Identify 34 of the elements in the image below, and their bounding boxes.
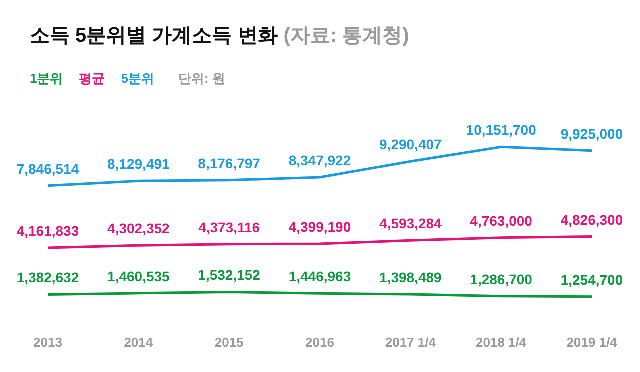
x-tick-label: 2013 bbox=[34, 335, 62, 350]
data-label: 4,302,352 bbox=[108, 220, 170, 237]
chart-title: 소득 5분위별 가계소득 변화 bbox=[30, 25, 278, 47]
data-label: 8,347,922 bbox=[288, 152, 352, 168]
data-label: 1,254,700 bbox=[560, 272, 624, 288]
x-tick-label: 2019 1/4 bbox=[566, 335, 618, 350]
data-label: 4,161,833 bbox=[16, 222, 80, 239]
data-label: 1,460,535 bbox=[108, 268, 170, 284]
data-label: 10,151,700 bbox=[466, 122, 537, 138]
data-label: 4,373,116 bbox=[198, 219, 260, 236]
x-tick-label: 2017 1/4 bbox=[385, 335, 437, 350]
x-tick-label: 2018 1/4 bbox=[476, 335, 528, 350]
text: 단위: 원 bbox=[178, 70, 226, 88]
x-tick-label: 2014 bbox=[124, 335, 154, 350]
data-label: 1,446,963 bbox=[288, 268, 352, 285]
data-label: 1,532,152 bbox=[198, 267, 261, 284]
data-label: 4,593,284 bbox=[380, 216, 442, 232]
data-label: 9,925,000 bbox=[560, 126, 624, 142]
x-tick-label: 2016 bbox=[306, 335, 334, 350]
data-label: 8,176,797 bbox=[198, 155, 261, 172]
data-label: 9,290,407 bbox=[380, 136, 442, 153]
text: 5분위 bbox=[121, 70, 154, 88]
text: 1분위 bbox=[30, 70, 64, 88]
x-tick-label: 2015 bbox=[214, 335, 244, 350]
data-label: 1,398,489 bbox=[380, 269, 442, 286]
data-label: 4,763,000 bbox=[470, 212, 533, 229]
data-label: 7,846,514 bbox=[16, 160, 80, 177]
data-label: 1,382,632 bbox=[16, 270, 80, 286]
data-label: 1,286,700 bbox=[470, 271, 533, 288]
data-label: 4,826,300 bbox=[560, 212, 624, 228]
data-label: 4,399,190 bbox=[288, 218, 352, 235]
data-label: 8,129,491 bbox=[108, 156, 170, 172]
text: 평균 bbox=[79, 70, 106, 88]
chart-subtitle: (자료: 통계청) bbox=[284, 25, 410, 47]
